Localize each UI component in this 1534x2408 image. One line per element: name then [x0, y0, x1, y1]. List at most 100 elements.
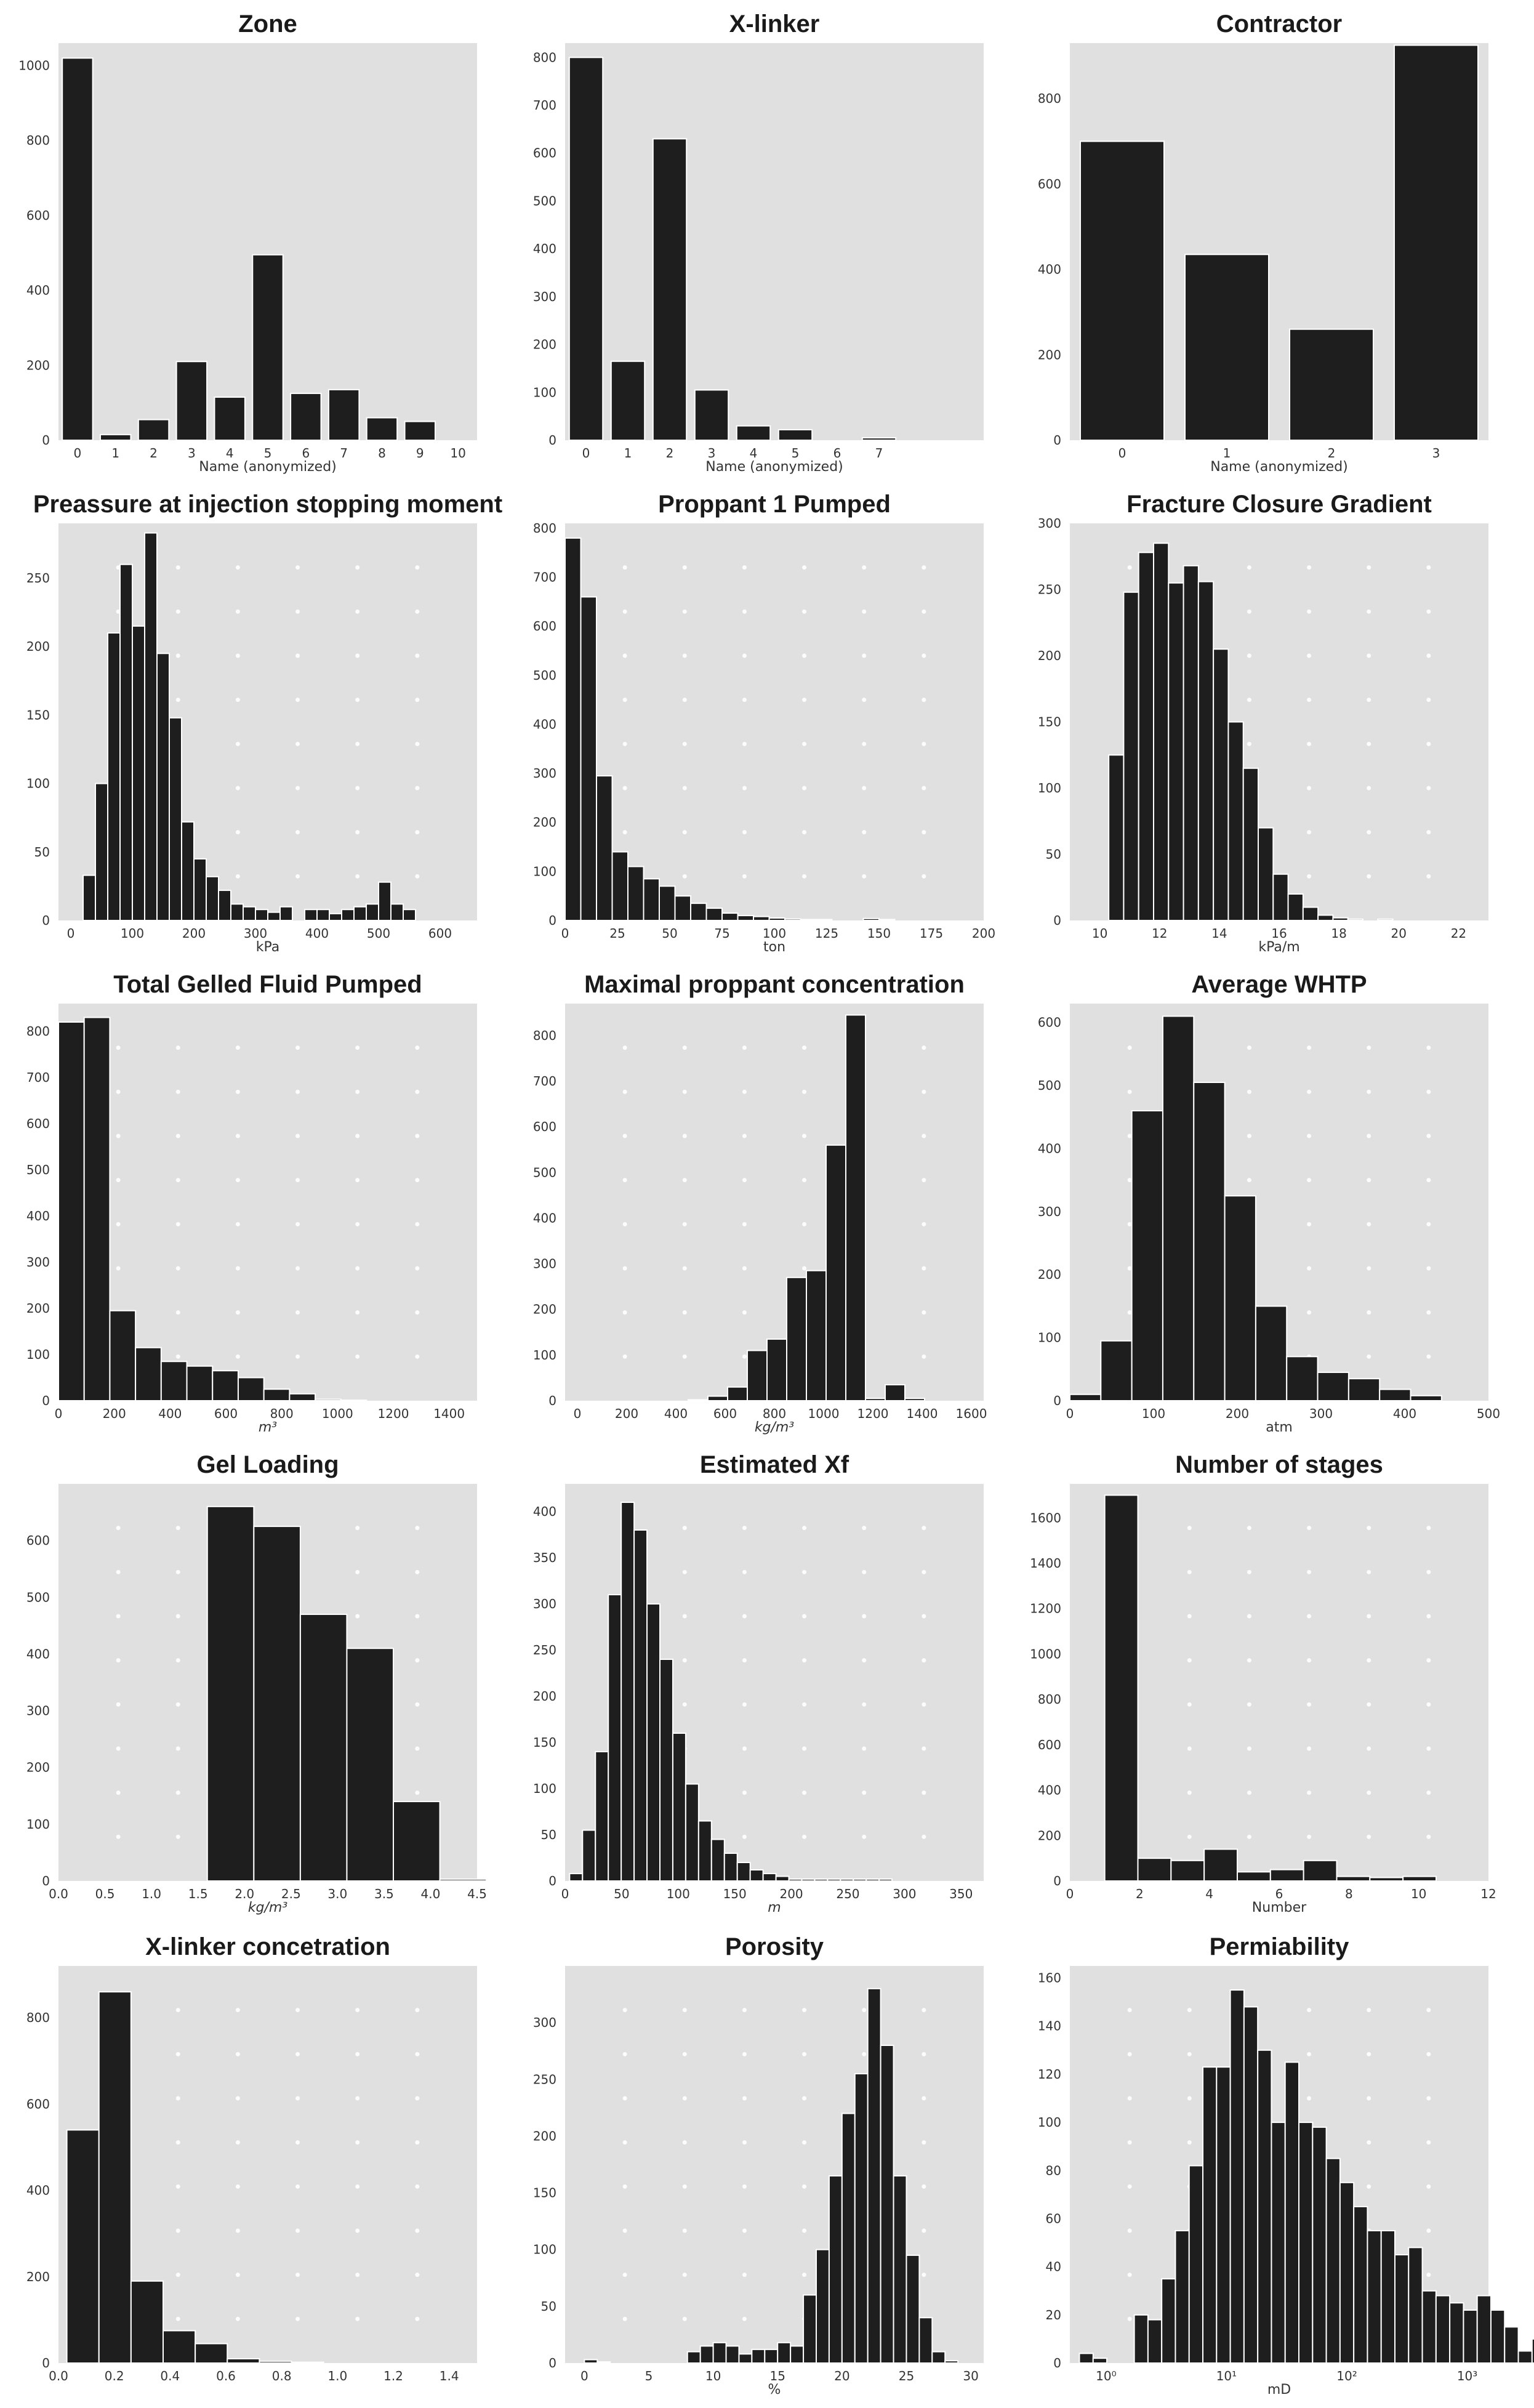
bin-16: [1298, 2122, 1314, 2364]
y-tick-label: 0: [42, 1874, 50, 1888]
bar-6: [290, 392, 322, 441]
y-tick-label: 800: [26, 133, 50, 148]
x-axis-label: kg/m³: [755, 1420, 795, 1435]
bin-2: [107, 632, 121, 921]
x-tick-label: 2: [666, 446, 674, 461]
bin-18: [1325, 2157, 1341, 2364]
y-tick-label: 100: [1038, 2115, 1061, 2130]
x-tick-label: 1: [1223, 446, 1231, 461]
bin-19: [862, 917, 880, 922]
bin-10: [721, 912, 739, 921]
y-tick-label: 20: [1046, 2308, 1061, 2322]
x-tick-label: 16: [1271, 926, 1287, 941]
bar-2: [652, 138, 688, 441]
bin-10: [206, 876, 219, 922]
y-tick-label: 600: [533, 619, 556, 634]
x-tick-label: 100: [763, 926, 786, 941]
x-tick-label: 0: [74, 446, 82, 461]
y-tick-label: 800: [1038, 1692, 1061, 1707]
chart-fracture-closure-gradient: Fracture Closure Gradient 0 50 100 150 200 250…: [1038, 491, 1488, 955]
bin-0: [1104, 1494, 1139, 1882]
y-tick-label: 0: [42, 1393, 50, 1408]
bin-4: [393, 1801, 441, 1882]
bin-22: [353, 906, 367, 922]
x-tick-label: 100: [1142, 1406, 1165, 1421]
x-axis-label: Name (anonymized): [199, 459, 337, 475]
x-tick-labels: 0 200 400 600 800 1000 1200 1400 1600: [574, 1406, 987, 1421]
x-tick-label: 10⁰: [1096, 2369, 1116, 2383]
bars: [1069, 1015, 1442, 1402]
x-tick-labels: 0 1 2 3 4 5 6 7 8 9 10: [74, 446, 466, 461]
bin-4: [1168, 582, 1184, 921]
bar-9: [404, 421, 436, 441]
bin-2: [1138, 552, 1154, 921]
bin-23: [865, 1878, 880, 1882]
y-tick-label: 600: [1038, 1015, 1061, 1030]
bin-1: [596, 2361, 611, 2364]
y-tick-label: 800: [26, 2010, 50, 2025]
x-tick-label: 7: [340, 446, 348, 461]
x-axis-label: %: [768, 2382, 781, 2398]
bin-10: [1258, 827, 1274, 921]
bin-6: [806, 1270, 827, 1401]
x-tick-label: 500: [1477, 1406, 1500, 1421]
y-tick-label: 250: [533, 2072, 556, 2087]
bin-20: [827, 1878, 841, 1882]
bar-0: [62, 57, 94, 441]
x-tick-label: 6: [1275, 1887, 1283, 1901]
x-tick-label: 0: [1118, 446, 1126, 461]
x-tick-label: 0.5: [95, 1887, 115, 1901]
bin-5: [1183, 565, 1199, 921]
bin-8: [1369, 1877, 1404, 1882]
bin-7: [825, 1144, 846, 1402]
bin-14: [1271, 2122, 1286, 2364]
bin-26: [403, 909, 416, 922]
bin-19: [316, 909, 330, 922]
y-tick-label: 400: [533, 1504, 556, 1519]
y-tick-label: 300: [26, 1704, 50, 1718]
x-tick-label: 0: [1066, 1887, 1074, 1901]
y-tick-label: 400: [26, 1646, 50, 1661]
bin-8: [181, 821, 195, 921]
bin-6: [156, 653, 170, 921]
bin-1: [582, 1829, 596, 1882]
x-tick-label: 75: [714, 926, 729, 941]
bin-9: [685, 1783, 699, 1882]
bin-30: [1490, 2309, 1506, 2364]
x-tick-labels: 10⁰ 10¹ 10² 10³: [1096, 2369, 1477, 2383]
x-tick-label: 800: [270, 1406, 294, 1421]
x-tick-label: 100: [667, 1887, 690, 1901]
bin-6: [212, 1370, 239, 1401]
y-tick-label: 200: [26, 358, 50, 372]
y-tick-label: 250: [1038, 582, 1061, 597]
chart-title: Fracture Closure Gradient: [1126, 491, 1432, 518]
x-tick-label: 1.5: [188, 1887, 208, 1901]
bars: [58, 1017, 367, 1402]
bin-7: [169, 717, 182, 922]
bin-18: [816, 2249, 830, 2364]
bin-11: [710, 1838, 725, 1882]
bar-3: [175, 361, 208, 441]
x-tick-labels: 0 5 10 15 20 25 30: [580, 2369, 979, 2383]
bin-3: [119, 563, 133, 921]
bin-5: [186, 1365, 214, 1401]
y-tick-label: 300: [533, 2015, 556, 2030]
x-axis-label: mD: [1267, 2382, 1291, 2398]
bin-10: [697, 1820, 712, 1882]
bin-7: [1175, 2230, 1190, 2364]
y-tick-labels: 0 200 400 600 800 1000: [18, 58, 50, 448]
y-tick-label: 800: [533, 50, 556, 65]
bin-0: [206, 1505, 255, 1882]
bin-3: [135, 1347, 162, 1401]
bin-3: [747, 1350, 768, 1401]
y-tick-label: 300: [1038, 516, 1061, 531]
x-tick-label: 250: [836, 1887, 859, 1901]
bin-10: [315, 1398, 342, 1401]
bin-7: [674, 895, 691, 921]
bin-9: [1242, 767, 1259, 921]
bin-4: [627, 866, 645, 921]
y-tick-label: 80: [1046, 2163, 1061, 2178]
y-tick-label: 50: [1046, 847, 1061, 862]
bin-22: [1380, 2230, 1395, 2364]
x-tick-label: 20: [1391, 926, 1407, 941]
